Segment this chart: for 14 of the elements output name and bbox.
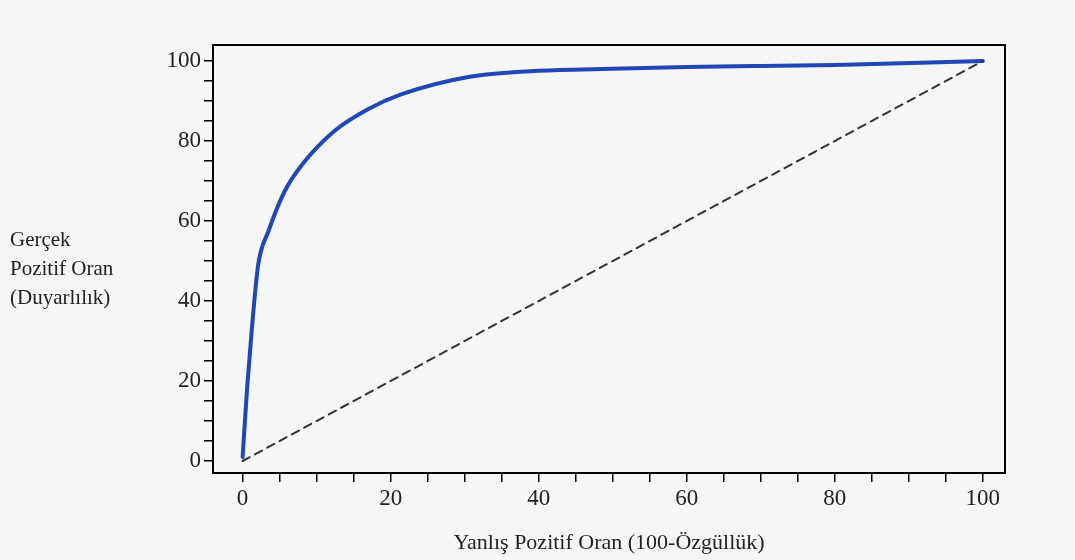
y-tick-label: 20 (178, 367, 201, 393)
y-tick-label: 100 (166, 47, 201, 73)
x-tick-label: 60 (675, 484, 699, 510)
x-axis-title: Yanlış Pozitif Oran (100-Özgüllük) (453, 528, 765, 554)
x-tick-label: 20 (379, 484, 403, 510)
y-tick-label: 40 (178, 287, 201, 313)
y-tick-label: 60 (178, 207, 201, 233)
x-tick-label: 80 (823, 484, 847, 510)
x-tick-label: 0 (236, 484, 249, 510)
y-tick-label: 0 (189, 447, 201, 473)
x-tick-label: 40 (527, 484, 551, 510)
y-axis-title: Gerçek Pozitif Oran (Duyarlılık) (10, 226, 115, 311)
x-tick-label: 100 (965, 484, 1001, 510)
y-tick-label: 80 (178, 127, 201, 153)
